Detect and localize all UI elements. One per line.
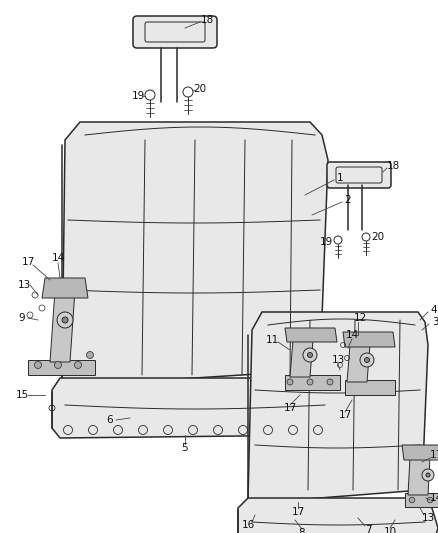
Text: 15: 15 [15,390,28,400]
Text: 10: 10 [383,527,396,533]
Polygon shape [62,122,328,385]
Text: 17: 17 [429,450,438,460]
Text: 14: 14 [429,493,438,503]
Circle shape [327,379,333,385]
Text: 17: 17 [339,410,352,420]
Text: 17: 17 [21,257,35,267]
Text: 19: 19 [319,237,332,247]
Polygon shape [28,360,95,375]
Polygon shape [285,375,340,390]
Circle shape [54,361,61,368]
Text: 20: 20 [371,232,385,242]
Circle shape [360,353,374,367]
Circle shape [364,358,370,362]
Text: 9: 9 [19,313,25,323]
Text: 14: 14 [51,253,65,263]
Text: 16: 16 [241,520,254,530]
Text: 19: 19 [131,91,145,101]
Polygon shape [238,498,438,533]
Polygon shape [50,290,75,362]
Text: 4: 4 [431,305,437,315]
Text: 13: 13 [421,513,434,523]
Text: 1: 1 [337,173,343,183]
Text: 5: 5 [182,443,188,453]
Polygon shape [290,340,313,377]
Polygon shape [343,332,395,347]
Text: 3: 3 [432,317,438,327]
Text: 20: 20 [194,84,207,94]
Circle shape [62,317,68,323]
Text: 8: 8 [299,528,305,533]
Text: 6: 6 [107,415,113,425]
Polygon shape [248,312,428,502]
FancyBboxPatch shape [133,16,217,48]
Polygon shape [347,345,370,382]
FancyBboxPatch shape [327,162,391,188]
Circle shape [427,497,433,503]
Text: 11: 11 [265,335,279,345]
Circle shape [307,379,313,385]
Text: 7: 7 [365,525,371,533]
Text: 2: 2 [345,195,351,205]
Circle shape [409,497,415,503]
Circle shape [57,312,73,328]
Text: 17: 17 [291,507,304,517]
Polygon shape [345,380,395,395]
Circle shape [307,352,312,358]
Polygon shape [402,445,438,460]
Circle shape [35,361,42,368]
Circle shape [287,379,293,385]
Text: 12: 12 [353,313,367,323]
Text: 17: 17 [283,403,297,413]
Circle shape [303,348,317,362]
Text: 14: 14 [346,330,359,340]
Circle shape [426,473,430,477]
Text: 18: 18 [386,161,399,171]
Circle shape [422,469,434,481]
Polygon shape [408,457,430,495]
Polygon shape [42,278,88,298]
Circle shape [74,361,81,368]
Circle shape [86,351,93,359]
Text: 13: 13 [18,280,31,290]
Text: 18: 18 [200,15,214,25]
Text: 13: 13 [332,355,345,365]
Polygon shape [285,328,337,342]
Polygon shape [405,493,438,507]
Polygon shape [52,378,338,438]
